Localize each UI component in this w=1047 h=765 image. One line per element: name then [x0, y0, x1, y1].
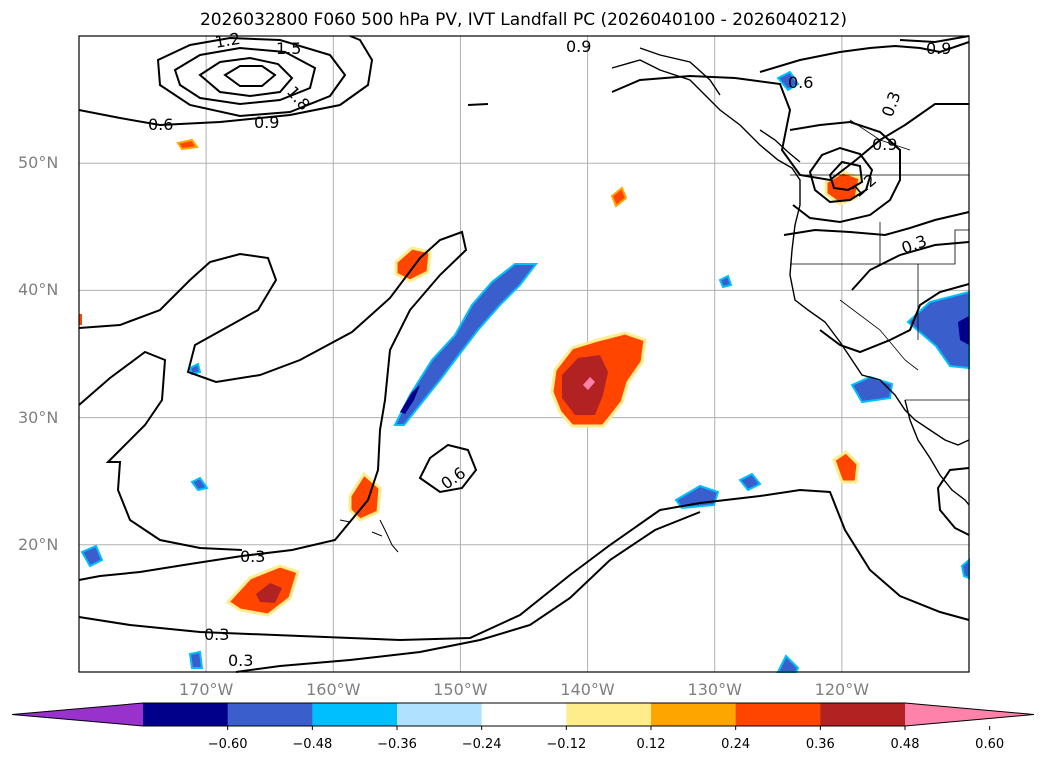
neg-small-7 [190, 476, 209, 492]
contour-label: 0.9 [872, 135, 897, 154]
colorbar-tick-label: 0.60 [975, 737, 1005, 752]
contour-label: 0.6 [788, 73, 813, 92]
colorbar-extend-low [12, 703, 143, 726]
pos-small-1 [610, 186, 628, 208]
colorbar-segment [312, 703, 398, 726]
colorbar-tick-label: −0.12 [546, 737, 587, 752]
colorbar-segment [481, 703, 567, 726]
contour-label: 0.3 [228, 651, 253, 670]
contour-label: 0.6 [148, 115, 173, 134]
latitude-label: 20°N [18, 534, 59, 554]
pv-contours [78, 35, 970, 673]
latitude-label: 40°N [18, 280, 59, 300]
colorbar-tick-label: −0.60 [207, 737, 248, 752]
plot-area [79, 36, 969, 672]
colorbar-tick-label: −0.24 [461, 737, 502, 752]
longitude-label: 160°W [306, 680, 361, 699]
neg-band-central [393, 263, 539, 426]
neg-blob-california-core [958, 316, 969, 345]
colorbar-outline [11, 702, 1035, 727]
pos-blob-baja [832, 450, 860, 484]
contour-label: 1.5 [276, 39, 301, 58]
neg-small-8 [718, 274, 733, 289]
borders [790, 119, 969, 401]
contour-label: 1.2 [213, 29, 241, 52]
chart-title: 2026032800 F060 500 hPa PV, IVT Landfall… [199, 10, 847, 30]
neg-band-core [400, 385, 420, 414]
colorbar-segment [651, 703, 737, 726]
longitude-label: 150°W [433, 680, 488, 699]
longitude-label: 170°W [178, 680, 234, 699]
neg-small-9 [188, 362, 202, 376]
pos-small-2 [176, 138, 199, 151]
colorbar-segment [566, 703, 652, 726]
latitude-label: 30°N [18, 407, 59, 427]
colorbar-tick-label: −0.36 [377, 737, 417, 752]
colorbar [11, 702, 1035, 730]
longitude-label: 140°W [560, 680, 615, 699]
pos-blob-washington [824, 170, 862, 206]
contour-label: 0.3 [204, 625, 229, 644]
colorbar-segment [735, 703, 821, 726]
colorbar-segment [820, 703, 906, 726]
colorbar-segment [227, 703, 313, 726]
colorbar-tick-label: 0.36 [805, 737, 835, 752]
neg-small-3 [80, 544, 104, 568]
pos-small-3 [79, 314, 82, 325]
contour-label: 0.9 [254, 113, 279, 132]
neg-small-4 [188, 650, 204, 669]
pos-blob-southwest-core [256, 583, 282, 603]
colorbar-tick-label: 0.24 [721, 737, 751, 752]
pc-shading [79, 70, 970, 673]
colorbar-segment [143, 703, 229, 726]
colorbar-tick-label: 0.48 [890, 737, 920, 752]
pos-blob-central-peak [583, 377, 595, 390]
coastlines [339, 47, 970, 553]
neg-small-2 [776, 70, 800, 92]
neg-small-1 [738, 472, 762, 492]
longitude-label: 130°W [687, 680, 742, 699]
latitude-label: 50°N [18, 153, 59, 173]
colorbar-extend-high [905, 703, 1034, 726]
plot-frame [78, 35, 970, 673]
contour-label: 0.9 [926, 39, 951, 58]
colorbar-segment [397, 703, 483, 726]
colorbar-tick-label: 0.12 [636, 737, 666, 752]
contour-label: 0.9 [566, 37, 591, 56]
colorbar-tick-label: −0.48 [292, 737, 333, 752]
longitude-label: 120°W [814, 680, 870, 699]
contour-label: 0.3 [240, 547, 265, 566]
